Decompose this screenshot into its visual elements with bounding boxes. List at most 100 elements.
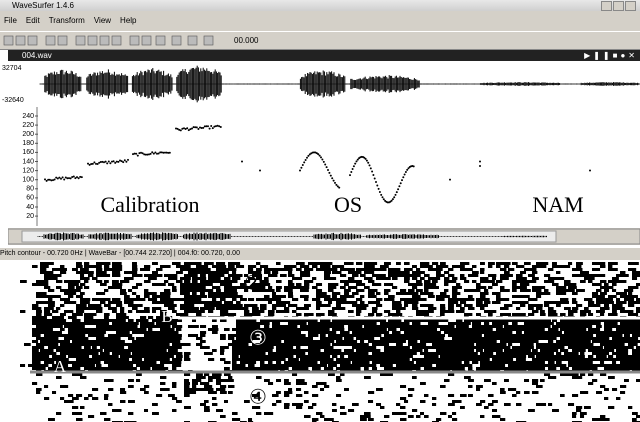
spectrogram-cell — [36, 295, 41, 298]
spectrogram-cell — [424, 331, 430, 334]
spectrogram-cell — [52, 295, 59, 298]
toolbar-button[interactable] — [203, 35, 214, 46]
spectrogram-cell — [80, 310, 85, 313]
menu-item[interactable]: Edit — [25, 16, 40, 25]
toolbar-button[interactable] — [129, 35, 140, 46]
toolbar-button[interactable] — [87, 35, 98, 46]
spectrogram-cell — [612, 289, 617, 292]
spectrogram-cell — [164, 316, 169, 319]
spectrogram-cell — [112, 367, 119, 370]
spectrogram-cell — [172, 364, 178, 367]
spectrogram-cell — [500, 286, 505, 289]
spectrogram-cell — [468, 364, 473, 367]
spectrogram-cell — [276, 268, 282, 271]
toolbar-button[interactable] — [3, 35, 14, 46]
toolbar-button[interactable] — [155, 35, 166, 46]
spectrogram-cell — [248, 337, 254, 340]
spectrogram-cell — [368, 301, 373, 304]
spectrogram-cell — [576, 409, 582, 412]
pitch-dot — [589, 169, 591, 172]
spectrogram-cell — [464, 364, 471, 367]
spectrogram-cell — [580, 340, 587, 343]
spectrogram-cell — [404, 346, 410, 349]
spectrogram-cell — [320, 265, 327, 268]
spectrogram-cell — [580, 274, 586, 277]
spectrogram-cell — [624, 379, 629, 382]
spectrogram-cell — [44, 352, 49, 355]
toolbar-button[interactable] — [57, 35, 68, 46]
spectrogram-cell — [520, 367, 526, 370]
spectrogram-cell — [584, 364, 591, 367]
toolbar-button[interactable] — [141, 35, 152, 46]
spectrogram-cell — [160, 322, 165, 325]
menu-item[interactable]: Transform — [48, 16, 85, 25]
toolbar-button[interactable] — [111, 35, 122, 46]
spectrogram-cell — [604, 304, 609, 307]
spectrogram-cell — [448, 403, 455, 406]
spectrogram-cell — [568, 361, 573, 364]
toolbar-button[interactable] — [75, 35, 86, 46]
spectrogram-cell — [472, 271, 479, 274]
spectrogram-cell — [368, 331, 373, 334]
spectrogram-cell — [128, 343, 133, 346]
spectrogram-cell — [616, 340, 623, 343]
spectrogram-cell — [284, 265, 290, 268]
spectrogram-cell — [404, 262, 410, 265]
spectrogram-cell — [636, 325, 640, 328]
pitch-dot — [324, 163, 327, 166]
menu-item[interactable]: Help — [120, 16, 137, 25]
spectrogram-cell — [264, 271, 271, 274]
spectrogram-cell — [460, 328, 465, 331]
toolbar-button[interactable] — [45, 35, 56, 46]
spectrogram-cell — [388, 367, 393, 370]
spectrogram-cell — [604, 418, 610, 421]
spectrogram-cell — [408, 301, 415, 304]
toolbar-button[interactable] — [187, 35, 198, 46]
spectrogram-cell — [580, 271, 585, 274]
spectrogram-cell — [628, 325, 634, 328]
spectrogram-cell — [600, 301, 605, 304]
spectrogram-cell — [308, 268, 314, 271]
menu-item[interactable]: File — [4, 16, 17, 25]
spectrogram-cell — [620, 358, 627, 361]
spectrogram-cell — [76, 337, 82, 340]
spectrogram-cell — [428, 346, 433, 349]
pitch-dot — [189, 128, 192, 131]
minimize-button[interactable] — [601, 1, 612, 11]
spectrogram-cell — [536, 343, 543, 346]
spectrogram-cell — [48, 343, 54, 346]
spectrogram-cell — [532, 349, 538, 352]
spectrogram-cell — [124, 301, 129, 304]
spectrogram-cell — [356, 334, 362, 337]
spectrogram-cell — [448, 364, 455, 367]
spectrogram-cell — [404, 304, 409, 307]
spectrogram-cell — [616, 325, 623, 328]
spectrogram-cell — [396, 364, 403, 367]
spectrogram-cell — [484, 322, 490, 325]
spectrogram-cell — [260, 322, 266, 325]
toolbar-button[interactable] — [15, 35, 26, 46]
maximize-button[interactable] — [613, 1, 624, 11]
spectrogram-cell — [632, 355, 637, 358]
toolbar-button[interactable] — [27, 35, 38, 46]
spectrogram-cell — [40, 283, 46, 286]
menu-item[interactable]: View — [93, 16, 112, 25]
close-button[interactable] — [625, 1, 636, 11]
toolbar-button[interactable] — [171, 35, 182, 46]
toolbar-button[interactable] — [99, 35, 110, 46]
spectrogram-cell — [112, 322, 119, 325]
spectrogram-cell — [104, 352, 110, 355]
spectrogram-cell — [48, 307, 54, 310]
spectrogram-cell — [264, 340, 271, 343]
spectrogram-cell — [236, 337, 242, 340]
spectrogram-cell — [368, 322, 373, 325]
spectrogram-cell — [456, 400, 462, 403]
spectrogram-cell — [320, 292, 327, 295]
spectrogram-cell — [284, 364, 290, 367]
spectrogram-cell — [196, 268, 202, 271]
spectrogram-cell — [20, 364, 26, 367]
spectrogram-cell — [364, 367, 369, 370]
playback-controls[interactable]: ▶❚❚■●✕ — [584, 51, 638, 60]
spectrogram-cell — [204, 271, 211, 274]
scrollbar[interactable] — [8, 228, 640, 245]
